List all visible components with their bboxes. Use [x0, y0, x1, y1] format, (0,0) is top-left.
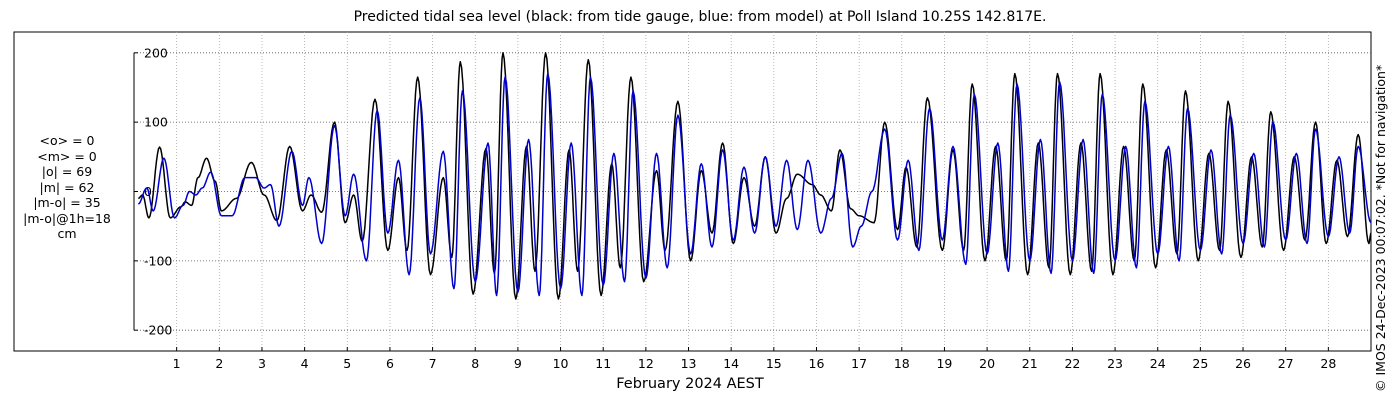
x-tick-label: 24: [1150, 356, 1166, 371]
x-tick-label: 8: [471, 356, 479, 371]
x-tick-label: 3: [258, 356, 266, 371]
stat-abs-model: |m| = 62: [39, 179, 95, 195]
x-tick-label: 4: [301, 356, 309, 371]
y-tick-label: -200: [144, 323, 172, 338]
stat-mean-observed: <o> = 0: [39, 133, 95, 148]
x-tick-label: 14: [723, 356, 739, 371]
stats-panel: <o> = 0 <m> = 0 |o| = 69 |m| = 62 |m-o| …: [18, 133, 116, 242]
x-tick-label: 11: [595, 356, 611, 371]
series-lines: [137, 52, 1372, 300]
grid: [134, 32, 1371, 351]
x-tick-label: 13: [681, 356, 697, 371]
stat-abs-diff-1h: |m-o|@1h=18: [23, 210, 111, 226]
x-tick-label: 7: [429, 356, 437, 371]
x-tick-label: 6: [386, 356, 394, 371]
x-tick-label: 15: [766, 356, 782, 371]
x-tick-label: 9: [514, 356, 522, 371]
x-tick-label: 25: [1192, 356, 1208, 371]
series-line-model: [137, 72, 1372, 297]
x-tick-label: 19: [936, 356, 952, 371]
x-tick-label: 16: [809, 356, 825, 371]
y-tick-label: -100: [144, 253, 172, 268]
x-axis-label: February 2024 AEST: [616, 376, 764, 392]
x-tick-label: 5: [343, 356, 351, 371]
y-tick-label: 200: [144, 45, 168, 60]
x-tick-label: 23: [1107, 356, 1123, 371]
copyright-note: © IMOS 24-Dec-2023 00:07:02. *Not for na…: [1373, 64, 1388, 392]
x-tick-label: 28: [1320, 356, 1336, 371]
series-line-tide-gauge: [137, 52, 1372, 300]
chart-title: Predicted tidal sea level (black: from t…: [353, 9, 1047, 25]
stat-abs-diff: |m-o| = 35: [33, 195, 101, 210]
x-tick-label: 27: [1278, 356, 1294, 371]
axes: 1 2 3 4 5 6 7 8 9 10 11 12 13 14 15 16 17 18 19 20 21 22 23 24 2…: [133, 45, 1336, 371]
x-tick-label: 20: [979, 356, 995, 371]
stat-unit: cm: [57, 226, 77, 241]
x-tick-label: 2: [215, 356, 223, 371]
x-tick-label: 10: [553, 356, 569, 371]
stat-abs-observed: |o| = 69: [41, 164, 93, 179]
x-tick-label: 17: [851, 356, 867, 371]
y-tick-label: 100: [144, 115, 168, 130]
x-tick-label: 26: [1235, 356, 1251, 371]
x-tick-label: 18: [894, 356, 910, 371]
x-tick-label: 21: [1022, 356, 1038, 371]
x-tick-label: 1: [173, 356, 181, 371]
x-tick-label: 22: [1064, 356, 1080, 371]
stat-mean-model: <m> = 0: [37, 148, 97, 164]
x-tick-label: 12: [638, 356, 654, 371]
